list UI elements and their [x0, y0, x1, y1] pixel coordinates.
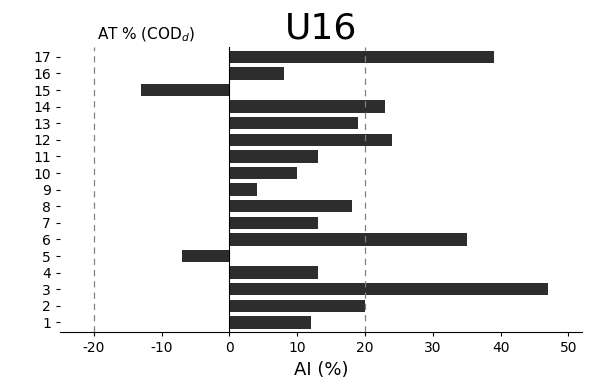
Text: AT % (COD$_d$): AT % (COD$_d$)	[97, 26, 196, 45]
Title: U16: U16	[285, 12, 357, 46]
Bar	[229, 200, 352, 212]
X-axis label: AI (%): AI (%)	[294, 361, 348, 379]
Bar	[229, 51, 494, 63]
Bar	[229, 300, 365, 312]
Bar	[182, 250, 229, 262]
Bar	[229, 134, 392, 146]
Bar	[229, 316, 311, 328]
Bar	[229, 233, 467, 246]
Bar	[229, 100, 385, 113]
Bar	[229, 67, 284, 80]
Bar	[142, 84, 229, 96]
Bar	[229, 266, 317, 279]
Bar	[229, 167, 297, 179]
Bar	[229, 150, 317, 163]
Bar	[229, 183, 257, 196]
Bar	[229, 217, 317, 229]
Bar	[229, 283, 548, 296]
Bar	[229, 117, 358, 129]
